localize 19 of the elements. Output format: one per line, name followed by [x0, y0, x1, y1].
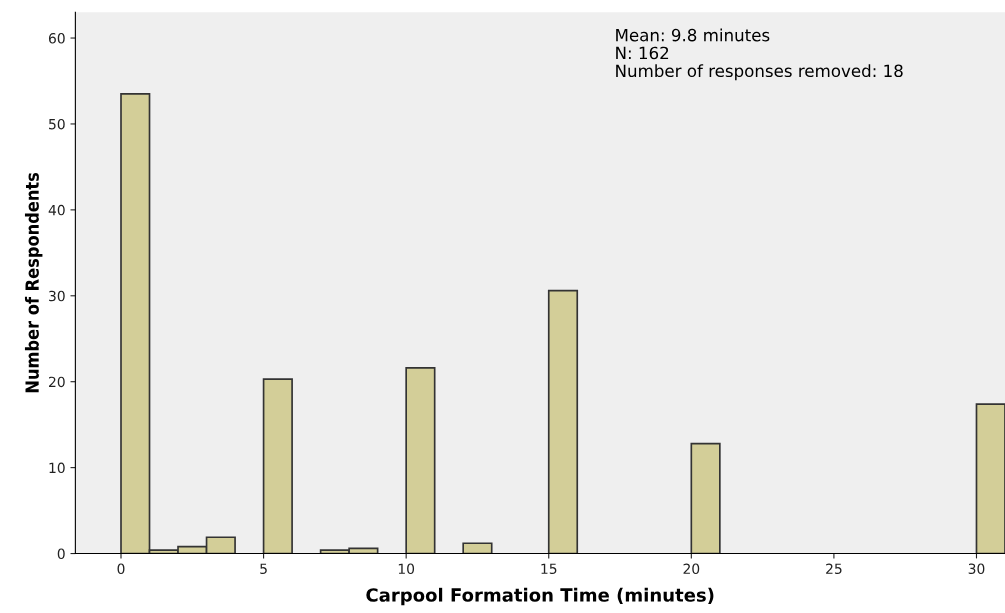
x-tick-label: 10	[398, 563, 415, 575]
y-tick-label: 30	[49, 290, 65, 302]
x-tick-label: 0	[117, 563, 125, 575]
y-tick-label: 10	[49, 462, 65, 474]
x-tick-label: 5	[260, 563, 267, 575]
annotation: N: 162	[616, 46, 669, 60]
annotation: Number of responses removed: 18	[616, 64, 903, 81]
x-tick-label: 20	[683, 563, 700, 575]
y-tick-label: 50	[49, 118, 65, 130]
y-tick-label: 60	[48, 33, 65, 44]
x-tick-label: 25	[826, 563, 842, 575]
x-axis-title: Carpool Formation Time (minutes)	[366, 587, 714, 606]
x-tick-label: 15	[541, 563, 557, 575]
y-tick-label: 20	[49, 376, 65, 388]
y-tick-label: 40	[48, 204, 65, 216]
annotation: Mean: 9.8 minutes	[616, 28, 770, 42]
x-tick-label: 30	[968, 563, 985, 575]
y-axis-title: Number of Respondents	[24, 172, 43, 393]
y-tick-label: 0	[57, 548, 65, 560]
